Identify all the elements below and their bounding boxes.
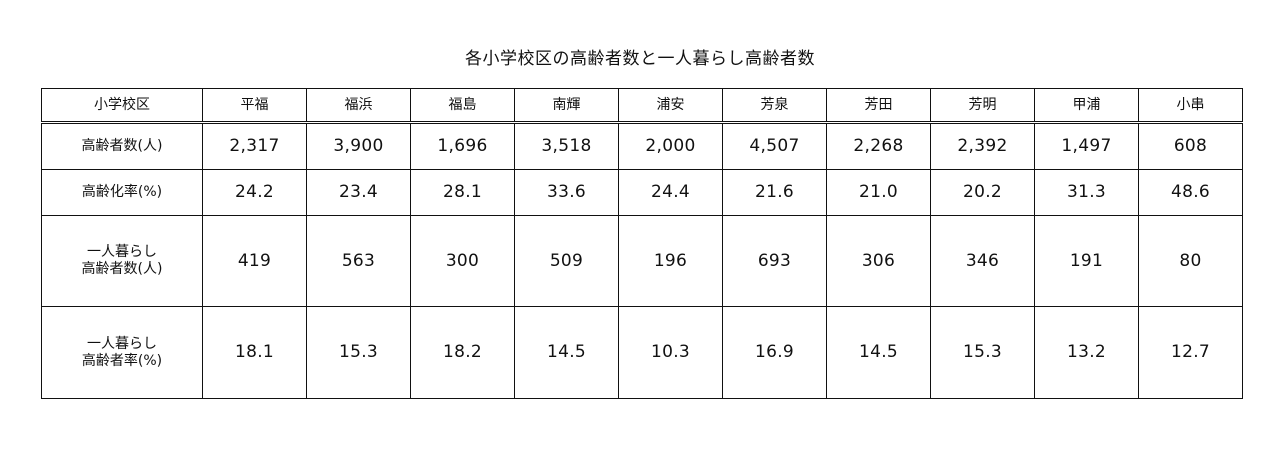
value-cell: 24.4 — [618, 168, 723, 216]
column-header: 福島 — [410, 87, 515, 124]
value-cell: 10.3 — [618, 306, 723, 399]
value-cell: 18.2 — [410, 306, 515, 399]
column-header: 南輝 — [514, 87, 619, 124]
table-row: 高齢化率(%) 24.2 23.4 28.1 33.6 24.4 21.6 21.0 20.2 3… — [41, 168, 1243, 216]
value-cell: 80 — [1138, 214, 1243, 308]
value-cell: 20.2 — [930, 168, 1035, 216]
value-cell: 306 — [826, 214, 931, 308]
header-row: 小学校区 平福 福浜 福島 南輝 浦安 芳泉 芳田 芳明 甲浦 小串 — [41, 87, 1243, 124]
value-cell: 563 — [306, 214, 411, 308]
corner-header-cell: 小学校区 — [41, 87, 203, 124]
value-cell: 509 — [514, 214, 619, 308]
value-cell: 191 — [1034, 214, 1139, 308]
value-cell: 15.3 — [306, 306, 411, 399]
value-cell: 13.2 — [1034, 306, 1139, 399]
value-cell: 14.5 — [514, 306, 619, 399]
column-header: 芳明 — [930, 87, 1035, 124]
value-cell: 346 — [930, 214, 1035, 308]
row-label-line: 高齢化率(%) — [81, 183, 163, 200]
value-cell: 3,518 — [514, 121, 619, 170]
row-label-line: 高齢者数(人) — [81, 137, 163, 154]
value-cell: 1,696 — [410, 121, 515, 170]
value-cell: 2,268 — [826, 121, 931, 170]
value-cell: 2,000 — [618, 121, 723, 170]
value-cell: 300 — [410, 214, 515, 308]
row-label-cell: 一人暮らし 高齢者率(%) — [41, 306, 203, 399]
value-cell: 18.1 — [202, 306, 307, 399]
value-cell: 33.6 — [514, 168, 619, 216]
column-header: 浦安 — [618, 87, 723, 124]
value-cell: 21.6 — [722, 168, 827, 216]
value-cell: 24.2 — [202, 168, 307, 216]
table-row: 一人暮らし 高齢者率(%) 18.1 15.3 18.2 14.5 10.3 16.9 14.5… — [41, 306, 1243, 399]
column-header: 福浜 — [306, 87, 411, 124]
row-label-cell: 高齢化率(%) — [41, 168, 203, 216]
table-row: 高齢者数(人) 2,317 3,900 1,696 3,518 2,000 4,507 2,2… — [41, 121, 1243, 170]
column-header: 平福 — [202, 87, 307, 124]
column-header: 芳泉 — [722, 87, 827, 124]
value-cell: 608 — [1138, 121, 1243, 170]
value-cell: 48.6 — [1138, 168, 1243, 216]
row-label-cell: 一人暮らし 高齢者数(人) — [41, 214, 203, 308]
value-cell: 16.9 — [722, 306, 827, 399]
value-cell: 15.3 — [930, 306, 1035, 399]
value-cell: 419 — [202, 214, 307, 308]
value-cell: 693 — [722, 214, 827, 308]
table-title: 各小学校区の高齢者数と一人暮らし高齢者数 — [465, 49, 815, 69]
value-cell: 31.3 — [1034, 168, 1139, 216]
data-table: 小学校区 平福 福浜 福島 南輝 浦安 芳泉 芳田 芳明 甲浦 小串 高齢者数(… — [41, 87, 1243, 399]
column-header: 芳田 — [826, 87, 931, 124]
row-label-cell: 高齢者数(人) — [41, 121, 203, 170]
column-header: 小串 — [1138, 87, 1243, 124]
row-label-line: 高齢者率(%) — [81, 352, 163, 369]
value-cell: 1,497 — [1034, 121, 1139, 170]
row-label-line: 一人暮らし — [87, 335, 157, 352]
value-cell: 14.5 — [826, 306, 931, 399]
value-cell: 2,392 — [930, 121, 1035, 170]
value-cell: 196 — [618, 214, 723, 308]
table-row: 一人暮らし 高齢者数(人) 419 563 300 509 196 693 306 346 191 8… — [41, 214, 1243, 308]
value-cell: 23.4 — [306, 168, 411, 216]
row-label-line: 一人暮らし — [87, 244, 157, 261]
value-cell: 28.1 — [410, 168, 515, 216]
value-cell: 3,900 — [306, 121, 411, 170]
row-label-line: 高齢者数(人) — [81, 261, 163, 278]
value-cell: 21.0 — [826, 168, 931, 216]
column-header: 甲浦 — [1034, 87, 1139, 124]
value-cell: 4,507 — [722, 121, 827, 170]
value-cell: 12.7 — [1138, 306, 1243, 399]
value-cell: 2,317 — [202, 121, 307, 170]
